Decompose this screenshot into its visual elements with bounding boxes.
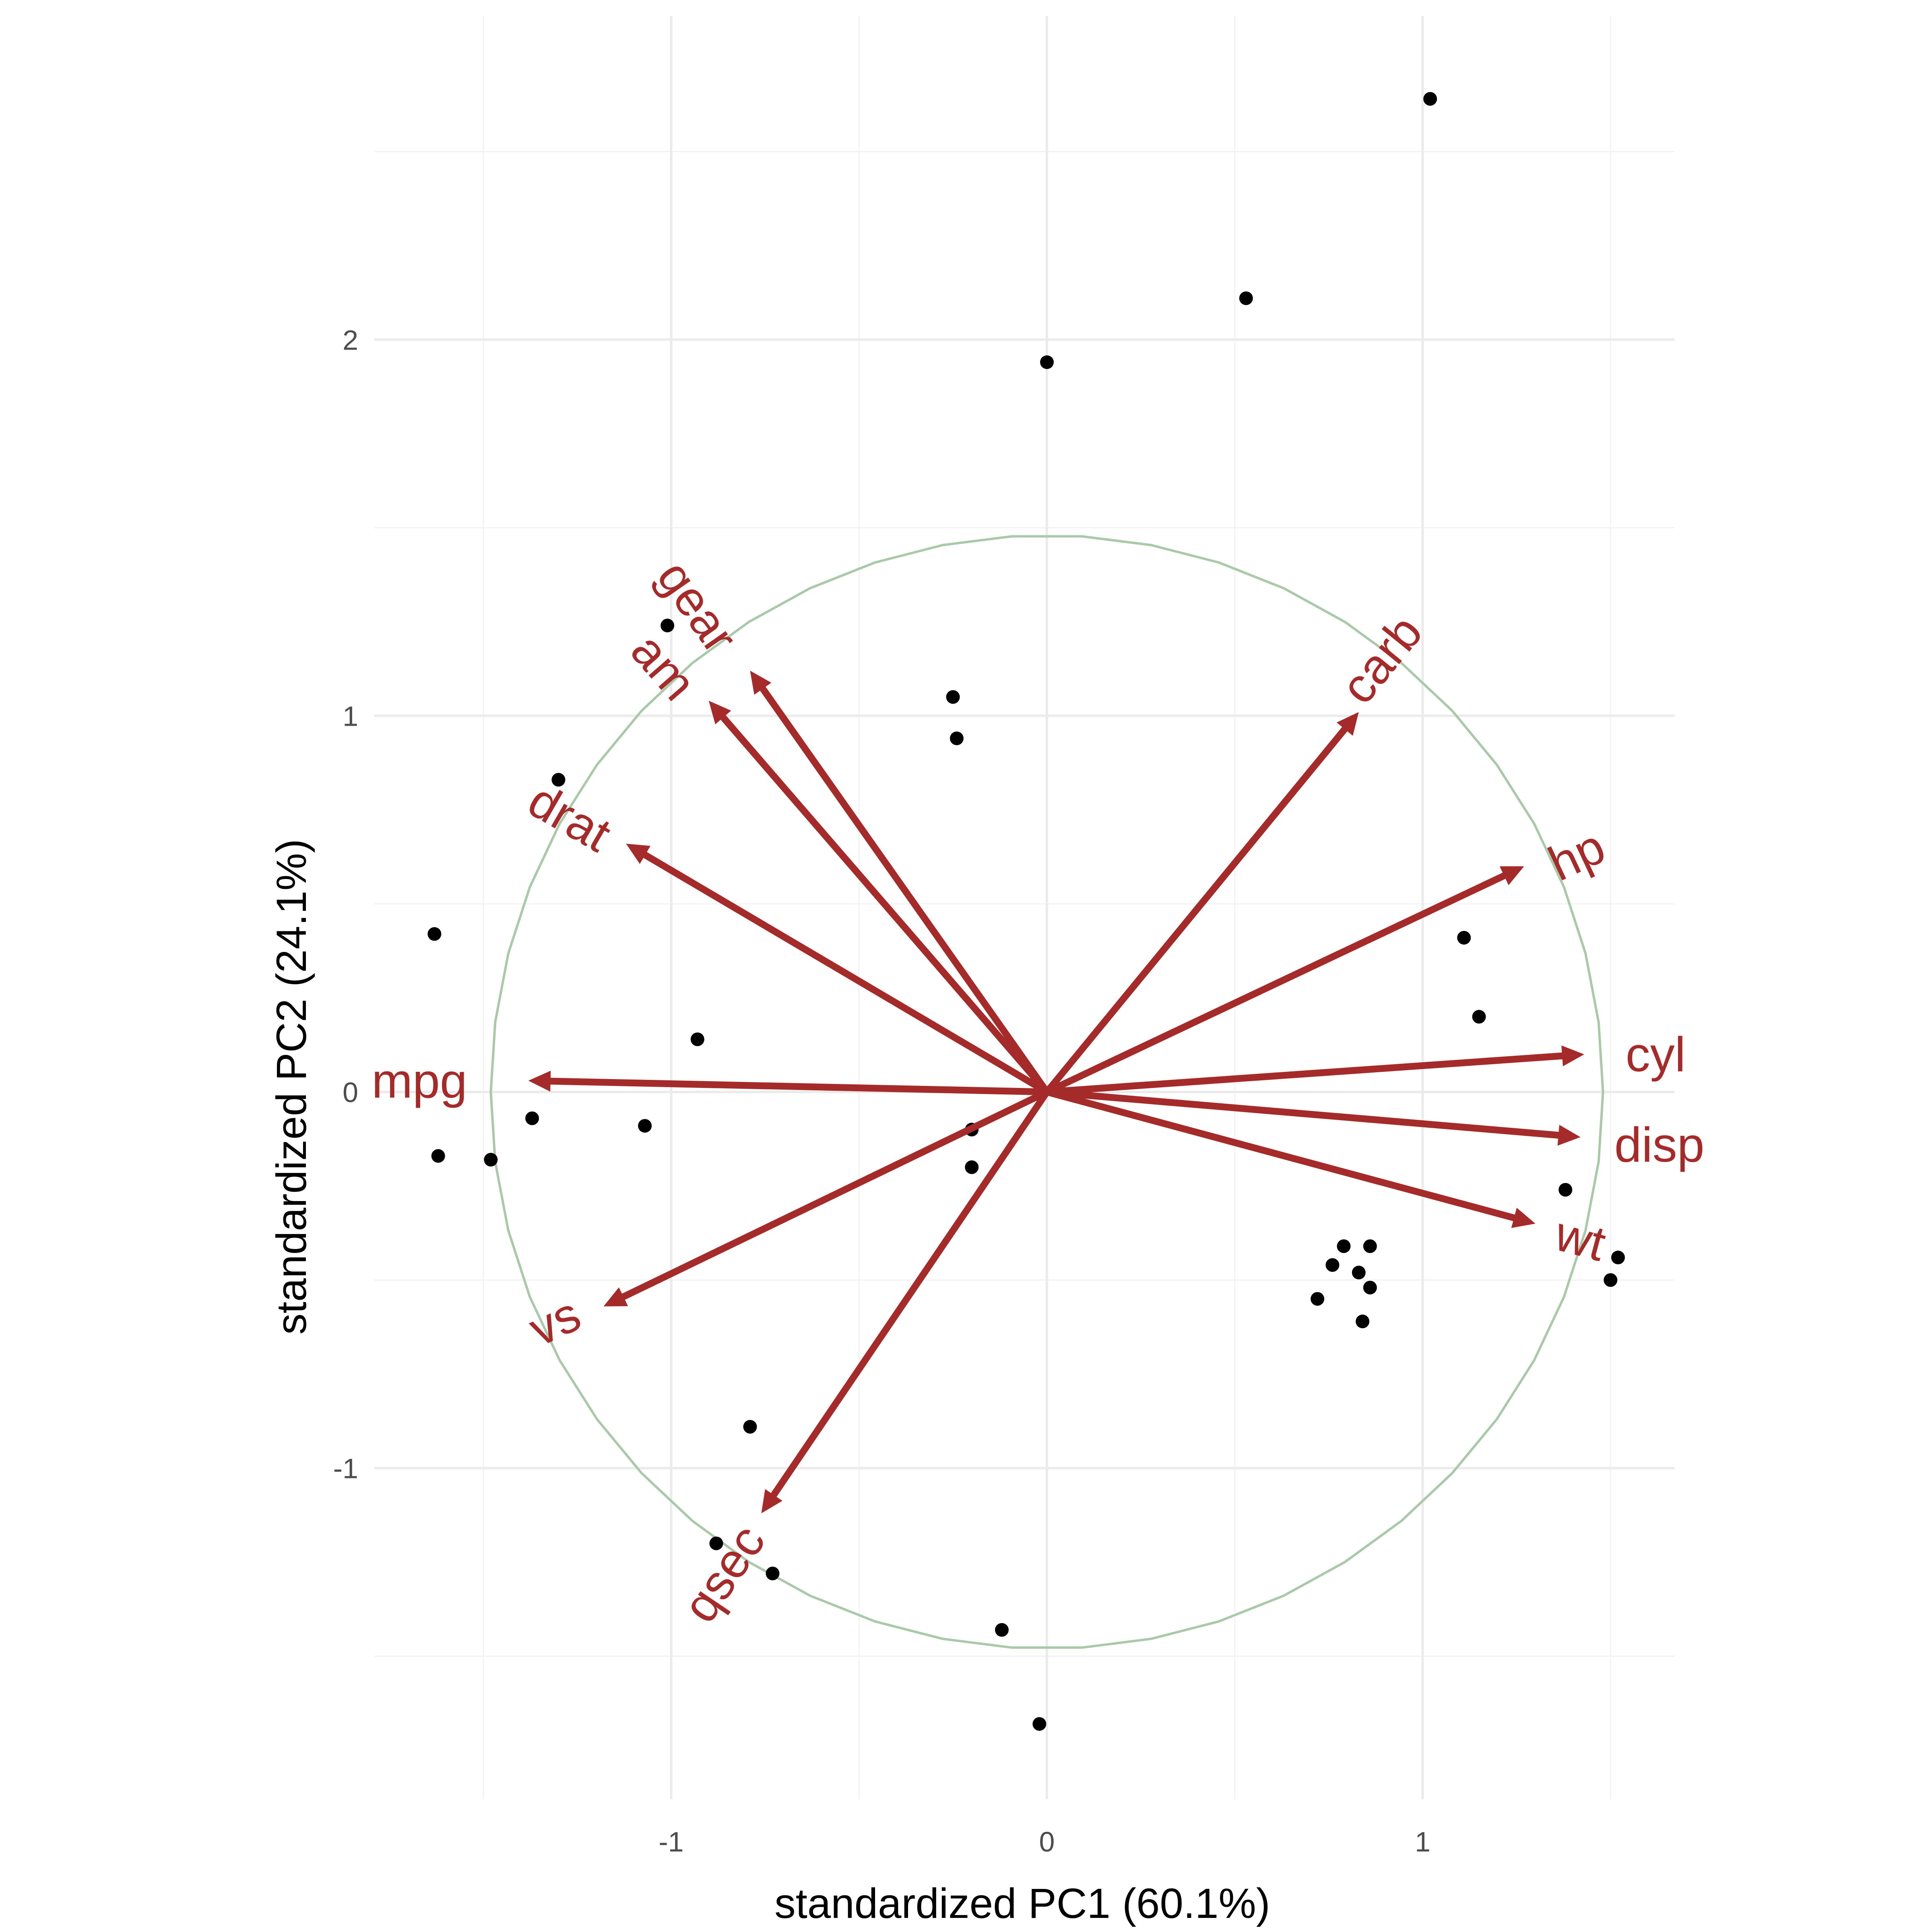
data-point: [1558, 1183, 1573, 1197]
data-point: [1611, 1251, 1625, 1265]
arrow-gear: [759, 685, 1050, 1094]
arrow-label-drat: drat: [519, 772, 620, 862]
data-point: [1604, 1273, 1618, 1287]
x-tick-label: 1: [1415, 1826, 1430, 1858]
data-point: [661, 619, 675, 633]
data-point: [1311, 1292, 1325, 1306]
data-point: [431, 1149, 445, 1163]
data-point: [1457, 931, 1471, 945]
arrowhead-drat: [626, 844, 651, 864]
arrow-mpg: [548, 1077, 1047, 1096]
data-point: [766, 1567, 780, 1581]
minor-gridlines: [374, 16, 1674, 1799]
arrowhead-vs: [603, 1287, 628, 1307]
data-point: [1423, 92, 1437, 106]
data-point: [1040, 355, 1054, 369]
arrowhead-qsec: [761, 1489, 782, 1513]
arrowhead-gear: [750, 671, 772, 695]
arrowhead-mpg: [528, 1071, 551, 1092]
data-point: [946, 690, 960, 704]
y-tick-label: 2: [343, 324, 358, 356]
data-point: [1472, 1010, 1486, 1024]
data-point: [743, 1420, 757, 1434]
arrow-label-disp: disp: [1614, 1117, 1705, 1172]
data-point: [1325, 1258, 1340, 1272]
data-point: [690, 1032, 704, 1046]
data-point: [551, 773, 566, 787]
arrow-label-hp: hp: [1540, 819, 1613, 892]
correlation-circle-layer: [489, 535, 1604, 1649]
data-point: [484, 1153, 498, 1167]
arrow-label-qsec: qsec: [672, 1515, 776, 1632]
data-point: [1032, 1717, 1046, 1731]
arrowhead-wt: [1511, 1208, 1536, 1228]
y-tick-label: 0: [343, 1077, 358, 1108]
correlation-circle: [489, 535, 1604, 1649]
arrow-label-wt: wt: [1549, 1206, 1611, 1271]
x-tick-label: 0: [1039, 1826, 1055, 1858]
arrow-carb: [1044, 725, 1349, 1094]
major-gridlines: [374, 16, 1674, 1799]
y-axis-title: standardized PC2 (24.1%): [268, 839, 315, 1335]
arrow-disp: [1046, 1088, 1561, 1139]
data-point: [1352, 1265, 1366, 1280]
arrow-label-mpg: mpg: [372, 1053, 467, 1108]
x-tick-label: -1: [658, 1826, 683, 1858]
loading-arrows: [528, 671, 1584, 1513]
y-tick-label: 1: [343, 700, 358, 732]
data-point: [525, 1111, 539, 1125]
y-tick-labels: -1 0 1 2: [333, 324, 358, 1484]
data-point: [995, 1623, 1009, 1637]
data-point: [427, 927, 442, 941]
data-point: [949, 731, 964, 745]
arrowhead-carb: [1336, 712, 1359, 736]
arrow-am: [719, 714, 1050, 1094]
arrow-hp: [1045, 871, 1508, 1095]
arrowhead-disp: [1557, 1125, 1581, 1146]
scatter-points: [427, 92, 1625, 1731]
data-point: [1356, 1315, 1370, 1329]
data-point: [709, 1536, 723, 1550]
arrowhead-am: [708, 700, 731, 724]
arrow-wt: [1046, 1088, 1517, 1222]
data-point: [1337, 1239, 1351, 1253]
data-point: [1363, 1280, 1377, 1294]
data-point: [638, 1119, 652, 1133]
arrow-qsec: [770, 1090, 1050, 1499]
arrow-label-cyl: cyl: [1626, 1027, 1686, 1082]
arrowhead-cyl: [1561, 1045, 1584, 1067]
x-tick-labels: -1 0 1: [658, 1826, 1430, 1858]
y-tick-label: -1: [333, 1453, 358, 1484]
arrow-vs: [620, 1089, 1049, 1301]
arrow-drat: [642, 851, 1049, 1095]
arrowhead-hp: [1499, 866, 1524, 886]
x-axis-title: standardized PC1 (60.1%): [774, 1880, 1270, 1927]
data-point: [965, 1160, 979, 1174]
data-point: [1239, 291, 1253, 305]
arrow-cyl: [1046, 1052, 1565, 1096]
data-point: [1363, 1239, 1377, 1253]
